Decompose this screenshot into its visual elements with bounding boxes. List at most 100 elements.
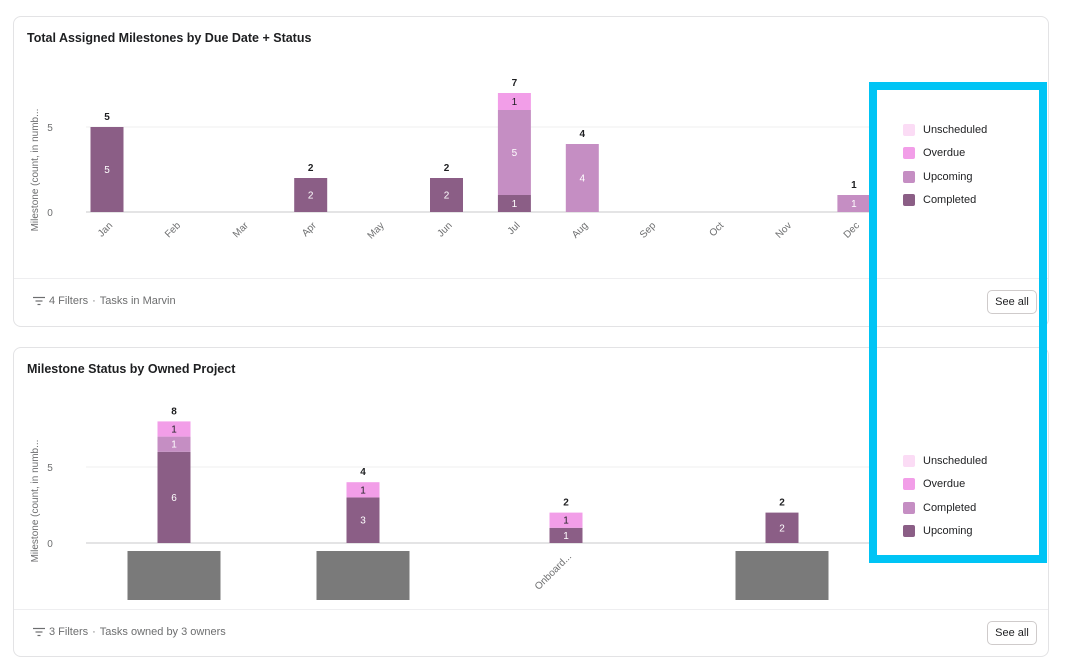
chart-title: Milestone Status by Owned Project: [27, 362, 236, 376]
bar-total-label: 2: [779, 498, 785, 509]
legend-item[interactable]: Unscheduled: [903, 118, 987, 142]
redacted-category-label: [127, 551, 221, 600]
x-tick-label: Sep: [638, 220, 659, 241]
filter-count[interactable]: 4 Filters: [49, 295, 89, 307]
bar-total-label: 1: [851, 180, 857, 191]
filter-count[interactable]: 3 Filters: [49, 626, 89, 638]
bar-total-label: 2: [563, 498, 569, 509]
x-tick-label: Onboard...: [533, 551, 574, 592]
footer-divider: [14, 609, 1048, 610]
chart-footer: 4 Filters · Tasks in Marvin: [33, 295, 176, 307]
bar-segment-label: 1: [171, 425, 177, 436]
bar-segment: [497, 93, 531, 110]
bar-segment: [430, 178, 463, 212]
bar-segment-label: 2: [444, 191, 450, 202]
legend-item[interactable]: Completed: [903, 189, 987, 213]
legend-label: Overdue: [923, 147, 966, 160]
milestone-status-by-project-card: Milestone Status by Owned Project Milest…: [13, 347, 1049, 657]
bar-segment-label: 1: [563, 531, 569, 542]
data-source: Tasks owned by 3 owners: [99, 626, 226, 638]
milestone-status-by-project-chart[interactable]: Milestone (count, in numb... 0 5 6 1 1 8 3 1 4 1 1 2…: [14, 348, 874, 608]
y-tick-label: 5: [47, 123, 53, 134]
legend-item[interactable]: Upcoming: [903, 520, 987, 544]
y-tick-label: 5: [47, 463, 53, 474]
legend-swatch: [903, 194, 915, 207]
bar-segment-label: 3: [360, 516, 366, 527]
redacted-category-label: [316, 551, 410, 600]
legend-swatch: [903, 147, 915, 160]
bar-segment: [565, 144, 599, 212]
x-tick-label: May: [366, 220, 387, 241]
bar-segment-label: 1: [512, 97, 518, 108]
bar-segment: [549, 527, 583, 543]
filter-icon[interactable]: [33, 627, 45, 637]
bar-segment: [294, 178, 328, 212]
y-axis-label: Milestone (count, in numb...: [30, 440, 41, 563]
filter-icon[interactable]: [33, 296, 45, 306]
bar-segment-label: 1: [851, 199, 857, 210]
bar-total-label: 5: [104, 112, 110, 123]
see-all-button[interactable]: See all: [987, 290, 1037, 314]
bar-segment: [157, 451, 191, 543]
legend-swatch: [903, 525, 915, 538]
bar-segment-label: 1: [563, 516, 569, 527]
x-tick-label: Dec: [842, 220, 862, 240]
bar-segment-label: 2: [308, 191, 314, 202]
legend-swatch: [903, 123, 915, 136]
milestones-by-due-date-chart[interactable]: Milestone (count, in numb... 0 5 5 5 Jan Feb Ma…: [14, 17, 874, 277]
bar-segment: [837, 195, 871, 212]
legend-label: Upcoming: [923, 525, 973, 538]
x-tick-label: Apr: [300, 220, 319, 239]
y-axis-label: Milestone (count, in numb...: [30, 109, 41, 232]
bar-segment-label: 2: [779, 523, 785, 534]
x-tick-label: Feb: [163, 220, 183, 240]
bar-segment-label: 1: [360, 485, 366, 496]
milestones-by-due-date-card: Total Assigned Milestones by Due Date + …: [13, 16, 1049, 327]
bar-segment-label: 5: [104, 165, 110, 176]
bar-total-label: 4: [360, 467, 366, 478]
bar-segment: [90, 127, 124, 212]
chart-legend: Unscheduled Overdue Completed Upcoming: [903, 449, 987, 543]
legend-label: Unscheduled: [923, 123, 988, 136]
bar-segment: [157, 436, 191, 452]
bar-total-label: 4: [580, 129, 586, 140]
see-all-button[interactable]: See all: [987, 621, 1037, 645]
legend-label: Overdue: [923, 478, 966, 491]
legend-swatch: [903, 454, 915, 467]
data-source: Tasks in Marvin: [99, 295, 176, 307]
x-tick-label: Mar: [231, 220, 251, 240]
redacted-category-label: [735, 551, 829, 600]
bar-segment-label: 1: [171, 440, 177, 451]
legend-label: Upcoming: [923, 170, 973, 183]
x-tick-label: Jul: [506, 220, 523, 237]
separator-dot: ·: [92, 626, 96, 638]
bar-total-label: 7: [512, 78, 518, 89]
x-tick-label: Jan: [96, 220, 115, 239]
bar-total-label: 2: [308, 163, 314, 174]
legend-label: Completed: [923, 194, 977, 207]
legend-swatch: [903, 501, 915, 514]
chart-legend: Unscheduled Overdue Upcoming Completed: [903, 118, 987, 212]
bar-segment: [157, 421, 191, 437]
legend-label: Completed: [923, 501, 977, 514]
legend-item[interactable]: Upcoming: [903, 165, 987, 189]
bar-segment: [549, 512, 583, 528]
bar-segment: [346, 497, 380, 543]
separator-dot: ·: [92, 295, 96, 307]
legend-item[interactable]: Overdue: [903, 473, 987, 497]
legend-item[interactable]: Overdue: [903, 142, 987, 166]
legend-swatch: [903, 170, 915, 183]
bar-segment-label: 1: [512, 199, 518, 210]
legend-label: Unscheduled: [923, 454, 988, 467]
bar-total-label: 2: [444, 163, 450, 174]
legend-item[interactable]: Completed: [903, 496, 987, 520]
x-tick-label: Nov: [774, 220, 794, 240]
bar-total-label: 8: [171, 406, 177, 417]
x-tick-label: Oct: [707, 220, 726, 239]
chart-footer: 3 Filters · Tasks owned by 3 owners: [33, 626, 226, 638]
footer-divider: [14, 278, 1048, 279]
bar-segment-label: 4: [580, 174, 586, 185]
bar-segment: [346, 482, 380, 498]
bar-segment: [497, 195, 531, 212]
legend-item[interactable]: Unscheduled: [903, 449, 987, 473]
